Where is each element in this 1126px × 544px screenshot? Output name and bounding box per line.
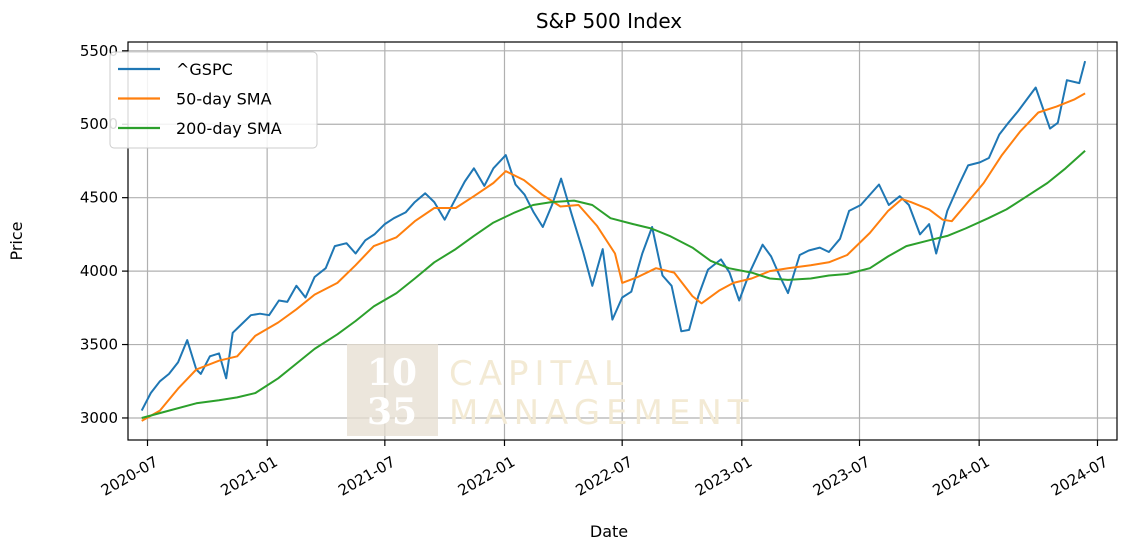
legend-label: ^GSPC	[176, 60, 233, 79]
series-group	[140, 60, 1087, 422]
x-tick-label: 2021-01	[217, 453, 280, 500]
y-tick-label: 3500	[80, 336, 118, 354]
legend-label: 50-day SMA	[176, 90, 272, 109]
watermark: 10 35 CAPITAL MANAGEMENT	[347, 344, 755, 436]
x-tick-label: 2021-07	[335, 453, 398, 500]
y-axis-label: Price	[7, 221, 26, 260]
y-tick-label: 5500	[80, 42, 118, 60]
y-tick-label: 3000	[80, 409, 118, 427]
x-tick-label: 2022-07	[573, 453, 636, 500]
y-tick-label: 4500	[80, 189, 118, 207]
x-tick-label: 2024-01	[929, 453, 992, 500]
x-tick-label: 2023-01	[692, 453, 755, 500]
watermark-number-2: 35	[367, 391, 417, 433]
grid	[128, 42, 1117, 440]
legend: ^GSPC 50-day SMA 200-day SMA	[109, 51, 318, 149]
watermark-text-2: MANAGEMENT	[449, 393, 755, 433]
x-tick-label: 2022-01	[455, 453, 518, 500]
y-tick-label: 5000	[80, 115, 118, 133]
series-line-2	[141, 149, 1086, 419]
watermark-number-1: 10	[367, 352, 417, 394]
x-tick-label: 2020-07	[98, 453, 161, 500]
legend-label: 200-day SMA	[176, 119, 282, 138]
chart-title: S&P 500 Index	[536, 9, 682, 33]
legend-box	[109, 51, 318, 149]
x-tick-label: 2023-07	[810, 453, 873, 500]
series-line-1	[141, 92, 1086, 422]
watermark-logo-box	[347, 344, 438, 436]
x-axis-label: Date	[590, 522, 628, 541]
y-axis: 3000 3500 4000 4500 5000 5500	[80, 42, 128, 427]
x-axis: 2020-07 2021-01 2021-07 2022-01 2022-07 2023-…	[98, 440, 1111, 500]
watermark-text-1: CAPITAL	[449, 354, 629, 394]
y-tick-label: 4000	[80, 262, 118, 280]
series-line-0	[140, 60, 1087, 412]
x-tick-label: 2024-07	[1048, 453, 1111, 500]
